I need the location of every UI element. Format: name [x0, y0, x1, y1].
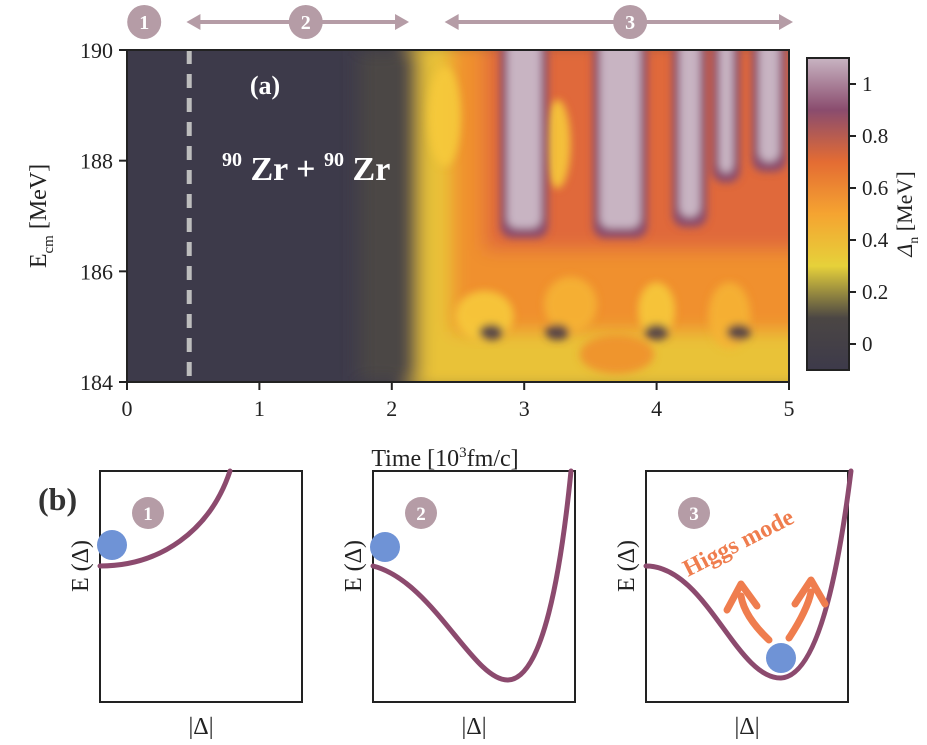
potential-panel-frame: [99, 470, 303, 703]
high-gap-region-3: [679, 50, 700, 218]
colorbar-ticks: 0 0.2 0.4 0.6 0.8 1: [849, 72, 889, 356]
panel-a-label: (a): [250, 71, 280, 100]
stage-3-arrowhead-right: [779, 14, 793, 30]
higgs-arrow-right: [785, 588, 815, 642]
stage-badge-label: 3: [625, 12, 635, 34]
colorbar-tick-label: 0.6: [862, 176, 888, 200]
heatmap-field: [127, 50, 789, 382]
potential-panel-frame: [372, 470, 576, 703]
heatmap-frame: [126, 49, 790, 383]
potential-panel-2: 2 |Δ| E (Δ): [341, 468, 576, 740]
reaction-mass-number-2: 90: [324, 149, 344, 171]
reaction-mass-number-1: 90: [222, 149, 242, 171]
colorbar-tick-label: 0: [862, 332, 873, 356]
heatmap-dark-pocket-1: [479, 324, 504, 341]
y-tick-label: 186: [80, 259, 113, 284]
potential-curve: [97, 468, 233, 569]
panel-badge-label: 2: [416, 504, 426, 525]
pre-onset-band: [358, 50, 419, 382]
panel-x-label: |Δ|: [461, 714, 486, 740]
colorbar-tick-label: 0.2: [862, 280, 888, 304]
stage-badge-label: 2: [301, 12, 311, 34]
y-tick-label: 188: [80, 149, 113, 174]
stage-indicators: 1 2 3: [127, 5, 793, 39]
heatmap-streak-5: [579, 334, 654, 374]
potential-curve: [370, 468, 574, 683]
heatmap-dark-pocket-3: [644, 324, 669, 341]
stage-badge-3: [613, 5, 648, 39]
heatmap-dark-pocket-4: [726, 324, 751, 341]
stage-badge-1: [127, 5, 162, 39]
higgs-arrowhead-right: [791, 576, 829, 608]
colorbar: 0 0.2 0.4 0.6 0.8 1 Δn [MeV]: [806, 57, 922, 371]
heatmap-high-gap-regions: [500, 50, 787, 239]
heatmap-streak-6: [428, 66, 461, 167]
colorbar-fill: [806, 57, 850, 371]
x-tick-label: 5: [784, 396, 795, 421]
panel-badge-label: 1: [143, 504, 153, 525]
x-tick-label: 3: [519, 396, 530, 421]
high-gap-region-2: [600, 50, 641, 229]
heatmap-streak-7: [544, 99, 571, 189]
panel-b-label: (b): [38, 481, 77, 517]
potential-curve: [643, 468, 854, 681]
panel-badge-2: [405, 497, 437, 529]
colorbar-tick-label: 1: [862, 72, 873, 96]
panel-x-label: |Δ|: [734, 714, 759, 740]
reaction-element-1: Zr +: [251, 151, 325, 188]
y-tick-label: 184: [80, 370, 113, 395]
heatmap-dark-pocket-2: [545, 324, 570, 341]
x-tick-label: 4: [651, 396, 662, 421]
heatmap-mid-structures: [428, 66, 751, 374]
high-gap-region-4: [719, 50, 734, 173]
y-tick-label: 190: [80, 38, 113, 63]
y-axis-label: Ecm [MeV]: [26, 164, 57, 268]
higgs-arrowhead-left: [723, 580, 761, 614]
heatmap-panel: 0 1 2 3 4 5 184 186 188 190 (a) 90 Zr + 90 Zr Tim…: [26, 38, 795, 472]
x-axis-label: Time [103fm/c]: [371, 445, 518, 472]
panel-badge-label: 3: [689, 504, 699, 525]
x-tick-label: 1: [254, 396, 265, 421]
stage-badge-label: 1: [139, 12, 149, 34]
x-tick-label: 0: [122, 396, 133, 421]
panel-x-label: |Δ|: [188, 714, 213, 740]
state-ball: [370, 532, 400, 562]
high-gap-region-1: [507, 50, 542, 229]
colorbar-label: Δn [MeV]: [892, 171, 922, 257]
colorbar-tick-label: 0.4: [862, 228, 889, 252]
state-ball: [97, 530, 127, 560]
colorbar-tick-label: 0.8: [862, 124, 888, 148]
x-tick-label: 2: [386, 396, 397, 421]
panel-badge-3: [678, 497, 710, 529]
panel-badge-1: [132, 497, 164, 529]
state-ball: [766, 643, 796, 673]
stage-badge-2: [288, 5, 323, 39]
heatmap-axes: 0 1 2 3 4 5 184 186 188 190: [80, 38, 795, 421]
higgs-arrow-left: [737, 592, 773, 644]
reaction-annotation: 90 Zr + 90 Zr: [222, 137, 390, 188]
panel-y-label: E (Δ): [614, 540, 640, 592]
stage-2-arrowhead-left: [186, 14, 201, 30]
panel-y-label: E (Δ): [341, 540, 367, 592]
stage-2-arrowhead-right: [395, 14, 410, 30]
potential-panel-1: 1 |Δ| E (Δ): [68, 468, 303, 740]
reaction-element-2: Zr: [353, 151, 391, 188]
panel-y-label: E (Δ): [68, 540, 94, 592]
heatmap-streak-3: [638, 282, 676, 338]
stage-3-arrowhead-left: [444, 14, 459, 30]
heatmap-streak-2: [544, 276, 598, 333]
high-gap-region-5: [758, 50, 780, 162]
